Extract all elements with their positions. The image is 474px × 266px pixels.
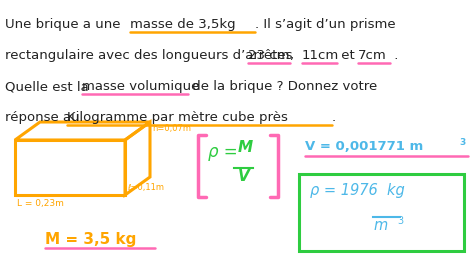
Text: .: . (332, 111, 336, 124)
Text: m: m (373, 218, 387, 233)
Text: ρ = 1976  kg: ρ = 1976 kg (310, 183, 405, 198)
Text: masse de 3,5kg: masse de 3,5kg (130, 18, 236, 31)
Text: Kilogramme par mètre cube près: Kilogramme par mètre cube près (67, 111, 288, 124)
Text: L = 0,23m: L = 0,23m (17, 199, 64, 208)
Text: . Il s’agit d’un prisme: . Il s’agit d’un prisme (255, 18, 396, 31)
Text: Quelle est la: Quelle est la (5, 80, 93, 93)
Text: et: et (337, 49, 359, 62)
Text: 23 cm: 23 cm (248, 49, 290, 62)
Text: h=0,07m: h=0,07m (152, 124, 191, 133)
Text: 3: 3 (397, 216, 403, 226)
Text: de la brique ? Donnez votre: de la brique ? Donnez votre (188, 80, 377, 93)
Text: M = 3,5 kg: M = 3,5 kg (45, 232, 137, 247)
FancyBboxPatch shape (299, 174, 464, 251)
Text: 11cm: 11cm (302, 49, 339, 62)
Text: 7cm: 7cm (358, 49, 387, 62)
Text: .: . (390, 49, 398, 62)
Text: réponse au: réponse au (5, 111, 84, 124)
Text: masse volumique: masse volumique (82, 80, 200, 93)
Text: 3: 3 (459, 138, 465, 147)
Text: Une brique a une: Une brique a une (5, 18, 125, 31)
Text: ℓ=0,11m: ℓ=0,11m (127, 183, 164, 192)
Text: ,: , (290, 49, 298, 62)
Text: V: V (238, 169, 250, 184)
Text: rectangulaire avec des longueurs d’arrêtes: rectangulaire avec des longueurs d’arrêt… (5, 49, 297, 62)
Text: ρ =: ρ = (208, 143, 237, 161)
Text: V = 0,001771 m: V = 0,001771 m (305, 140, 423, 153)
Text: M: M (238, 140, 253, 155)
